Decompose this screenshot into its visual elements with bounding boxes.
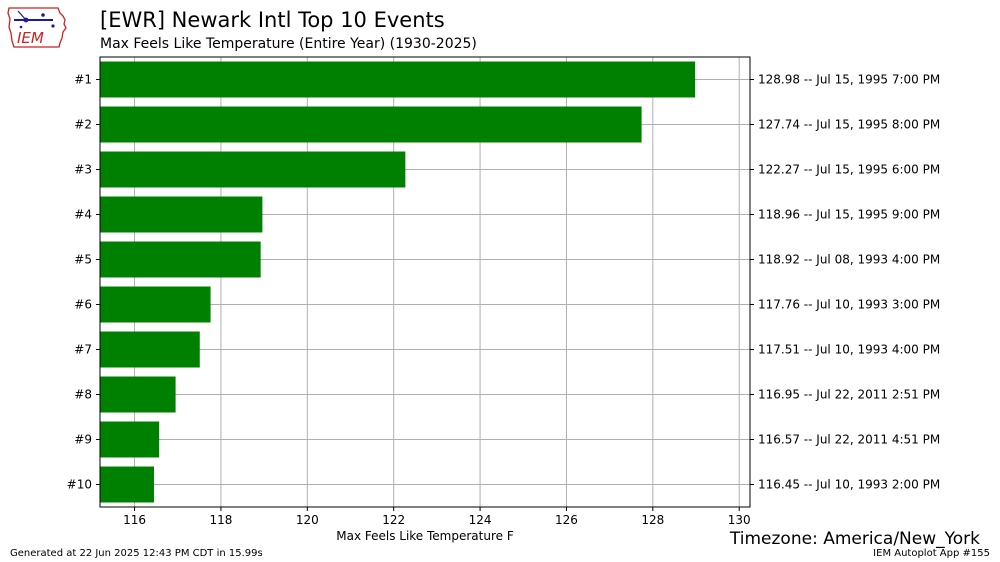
- bar: [100, 106, 642, 143]
- y-tick-label: #1: [74, 73, 92, 87]
- right-data-label: 116.95 -- Jul 22, 2011 2:51 PM: [758, 388, 940, 402]
- right-data-label: 118.92 -- Jul 08, 1993 4:00 PM: [758, 253, 940, 267]
- bar: [100, 331, 200, 368]
- iem-logo: IEM: [7, 7, 67, 48]
- y-tick-label: #2: [74, 118, 92, 132]
- plot-frame: [99, 56, 751, 508]
- right-data-label: 127.74 -- Jul 15, 1995 8:00 PM: [758, 118, 940, 132]
- bar: [100, 286, 211, 323]
- x-tick-label: 120: [296, 513, 319, 527]
- x-tick-label: 130: [728, 513, 751, 527]
- app-footer: IEM Autoplot App #155: [873, 548, 990, 559]
- chart-subtitle: Max Feels Like Temperature (Entire Year)…: [100, 36, 477, 52]
- logo-dot-icon: [23, 17, 29, 23]
- logo-dot-icon: [51, 24, 55, 28]
- right-data-label: 116.45 -- Jul 10, 1993 2:00 PM: [758, 478, 940, 492]
- bar: [100, 241, 261, 278]
- y-tick-label: #7: [74, 343, 92, 357]
- y-tick-label: #10: [67, 478, 92, 492]
- x-tick-label: 118: [209, 513, 232, 527]
- right-data-label: 117.51 -- Jul 10, 1993 4:00 PM: [758, 343, 940, 357]
- right-data-label: 117.76 -- Jul 10, 1993 3:00 PM: [758, 298, 940, 312]
- right-data-label: 122.27 -- Jul 15, 1995 6:00 PM: [758, 163, 940, 177]
- y-tick-label: #6: [74, 298, 92, 312]
- x-axis-label: Max Feels Like Temperature F: [336, 529, 514, 543]
- x-tick-label: 128: [641, 513, 664, 527]
- bar: [100, 466, 154, 503]
- x-tick-label: 116: [123, 513, 146, 527]
- y-tick-label: #9: [74, 433, 92, 447]
- bar-layer: [100, 61, 696, 503]
- logo-text: IEM: [17, 29, 44, 47]
- axis-layer: 116 118 120 122 124 126 128 130 #1 128.98 -- Jul …: [67, 56, 940, 527]
- y-tick-label: #8: [74, 388, 92, 402]
- y-tick-label: #5: [74, 253, 92, 267]
- generated-footer: Generated at 22 Jun 2025 12:43 PM CDT in…: [10, 548, 263, 559]
- right-data-label: 128.98 -- Jul 15, 1995 7:00 PM: [758, 73, 940, 87]
- timezone-label: Timezone: America/New_York: [729, 529, 980, 549]
- iowa-outline-icon: [7, 7, 67, 48]
- x-tick-label: 126: [555, 513, 578, 527]
- bar: [100, 151, 406, 188]
- x-tick-label: 124: [469, 513, 492, 527]
- bar: [100, 196, 263, 233]
- right-data-label: 118.96 -- Jul 15, 1995 9:00 PM: [758, 208, 940, 222]
- bar: [100, 61, 696, 98]
- bar: [100, 376, 176, 413]
- logo-dot-icon: [41, 13, 45, 17]
- y-tick-label: #4: [74, 208, 92, 222]
- bar: [100, 421, 160, 458]
- y-tick-label: #3: [74, 163, 92, 177]
- right-data-label: 116.57 -- Jul 22, 2011 4:51 PM: [758, 433, 940, 447]
- x-tick-label: 122: [382, 513, 405, 527]
- chart-title: [EWR] Newark Intl Top 10 Events: [100, 8, 445, 32]
- logo-dot-icon: [19, 25, 23, 29]
